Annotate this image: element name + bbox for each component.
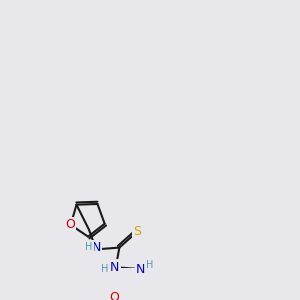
Text: N: N [110, 261, 120, 274]
Text: S: S [133, 225, 141, 238]
Text: H: H [101, 264, 109, 274]
Text: O: O [65, 218, 75, 231]
Text: O: O [109, 291, 119, 300]
Text: H: H [146, 260, 153, 270]
Text: N: N [136, 262, 146, 275]
Text: H: H [85, 242, 93, 252]
Text: N: N [92, 241, 101, 254]
